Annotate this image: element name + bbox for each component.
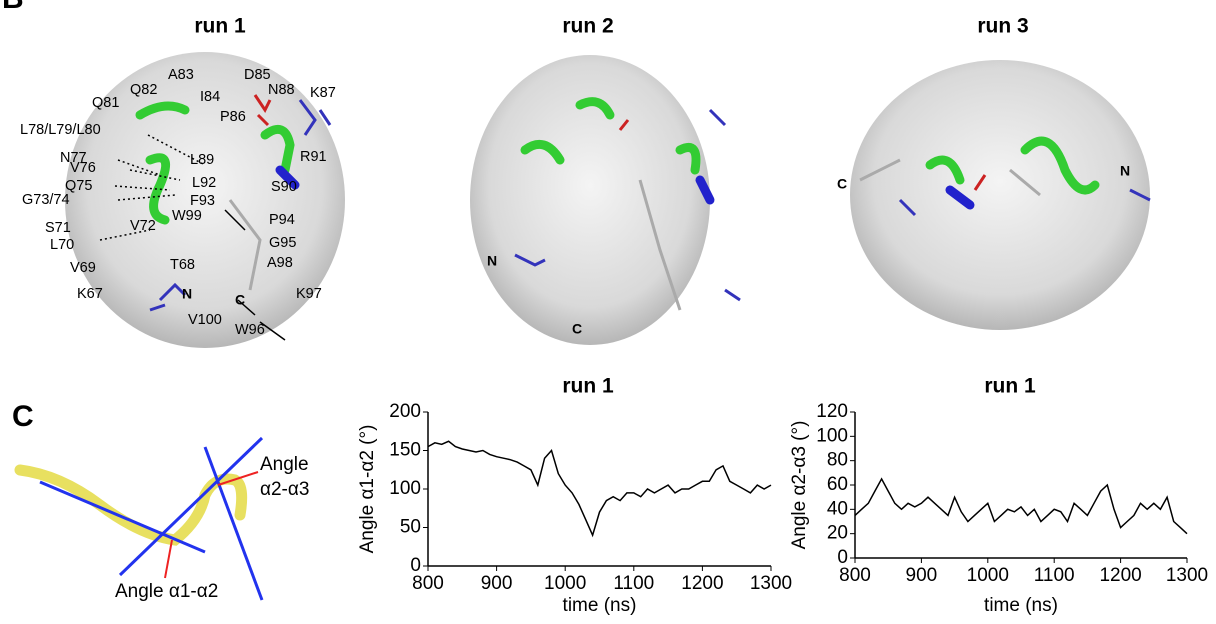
leader-lines: [224, 209, 286, 341]
x-tick-label: 1100: [1034, 565, 1075, 586]
annotation: Angle α1-α2: [115, 581, 218, 602]
terminus-label: C: [837, 176, 847, 192]
residue-label: V76: [70, 160, 96, 176]
residue-label: K97: [296, 286, 322, 302]
y-tick-label: 120: [816, 401, 848, 422]
chart-title: run 1: [562, 375, 614, 398]
residue-label: V100: [188, 312, 222, 328]
y-tick-label: 40: [827, 498, 848, 519]
residue-label: F93: [190, 193, 215, 209]
sticks: [149, 94, 1151, 312]
residue-label: S71: [45, 220, 71, 236]
residue-label: V72: [130, 218, 156, 234]
y-tick-label: 0: [837, 547, 848, 568]
residue-label: P86: [220, 109, 246, 125]
residue-label: A98: [267, 255, 293, 271]
terminus-label: N: [1120, 163, 1130, 179]
y-tick-label: 80: [827, 450, 848, 471]
y-tick-label: 200: [389, 401, 421, 422]
residue-label: D85: [244, 67, 271, 83]
panel-title: run 2: [562, 15, 613, 38]
y-tick-label: 100: [389, 478, 421, 499]
x-tick-label: 1200: [681, 573, 723, 594]
y-tick-label: 150: [389, 440, 421, 461]
x-tick-label: 1300: [1166, 565, 1208, 586]
x-tick-label: 900: [481, 573, 513, 594]
residue-label: T68: [170, 257, 195, 273]
residue-label: L78/L79/L80: [20, 122, 101, 138]
residue-label: V69: [70, 260, 96, 276]
residue-label: N88: [268, 82, 295, 98]
residue-label: K87: [310, 85, 336, 101]
data-line: [427, 440, 772, 538]
x-tick-label: 1100: [613, 573, 654, 594]
data-line: [854, 477, 1188, 535]
residue-label: I84: [200, 89, 220, 105]
leader-lines: [99, 134, 206, 241]
residue-label: Q75: [65, 178, 92, 194]
residue-label: W96: [235, 322, 265, 338]
helices: [135, 97, 1100, 225]
residue-label: L89: [190, 152, 214, 168]
terminus-label: C: [572, 321, 582, 337]
x-axis-label: time (ns): [563, 595, 637, 616]
residue-label: Q81: [92, 95, 119, 111]
y-tick-label: 50: [400, 517, 421, 538]
chart-title: run 1: [984, 375, 1036, 398]
x-tick-label: 1300: [750, 573, 792, 594]
terminus-label: C: [235, 292, 245, 308]
residue-label: N77: [60, 150, 87, 166]
residue-label: G73/74: [22, 192, 70, 208]
x-tick-label: 800: [839, 565, 871, 586]
x-tick-label: 1000: [544, 573, 586, 594]
panel-label: B: [2, 0, 24, 15]
panel-title: run 1: [194, 15, 246, 38]
x-tick-label: 900: [906, 565, 938, 586]
residue-label: A83: [168, 67, 194, 83]
residue-label: G95: [269, 235, 296, 251]
terminus-label: N: [487, 253, 497, 269]
helix-diagram: [14, 436, 264, 601]
residue-label: W99: [172, 208, 202, 224]
residue-label: L70: [50, 237, 74, 253]
y-axis-label: Angle α2-α3 (°): [789, 421, 810, 550]
residue-label: L92: [192, 175, 216, 191]
surface: [470, 55, 710, 345]
y-tick-label: 100: [816, 425, 848, 446]
residue-label: P94: [269, 212, 295, 228]
panel-label: C: [12, 400, 34, 433]
annotation: α2-α3: [260, 479, 309, 500]
annotation: Angle: [260, 454, 309, 475]
panel-title: run 3: [977, 15, 1028, 38]
y-tick-label: 0: [410, 555, 421, 576]
terminus-label: N: [182, 286, 192, 302]
residue-label: S90: [271, 179, 297, 195]
y-axis-label: Angle α1-α2 (°): [357, 425, 378, 554]
residue-label: Q82: [130, 82, 157, 98]
surface: [850, 60, 1150, 330]
residue-label: R91: [300, 149, 327, 165]
x-tick-label: 1000: [967, 565, 1009, 586]
residue-label: K67: [77, 286, 103, 302]
y-tick-label: 20: [827, 523, 848, 544]
x-tick-label: 1200: [1099, 565, 1141, 586]
x-axis-label: time (ns): [984, 595, 1058, 616]
y-tick-label: 60: [827, 474, 848, 495]
x-tick-label: 800: [412, 573, 444, 594]
